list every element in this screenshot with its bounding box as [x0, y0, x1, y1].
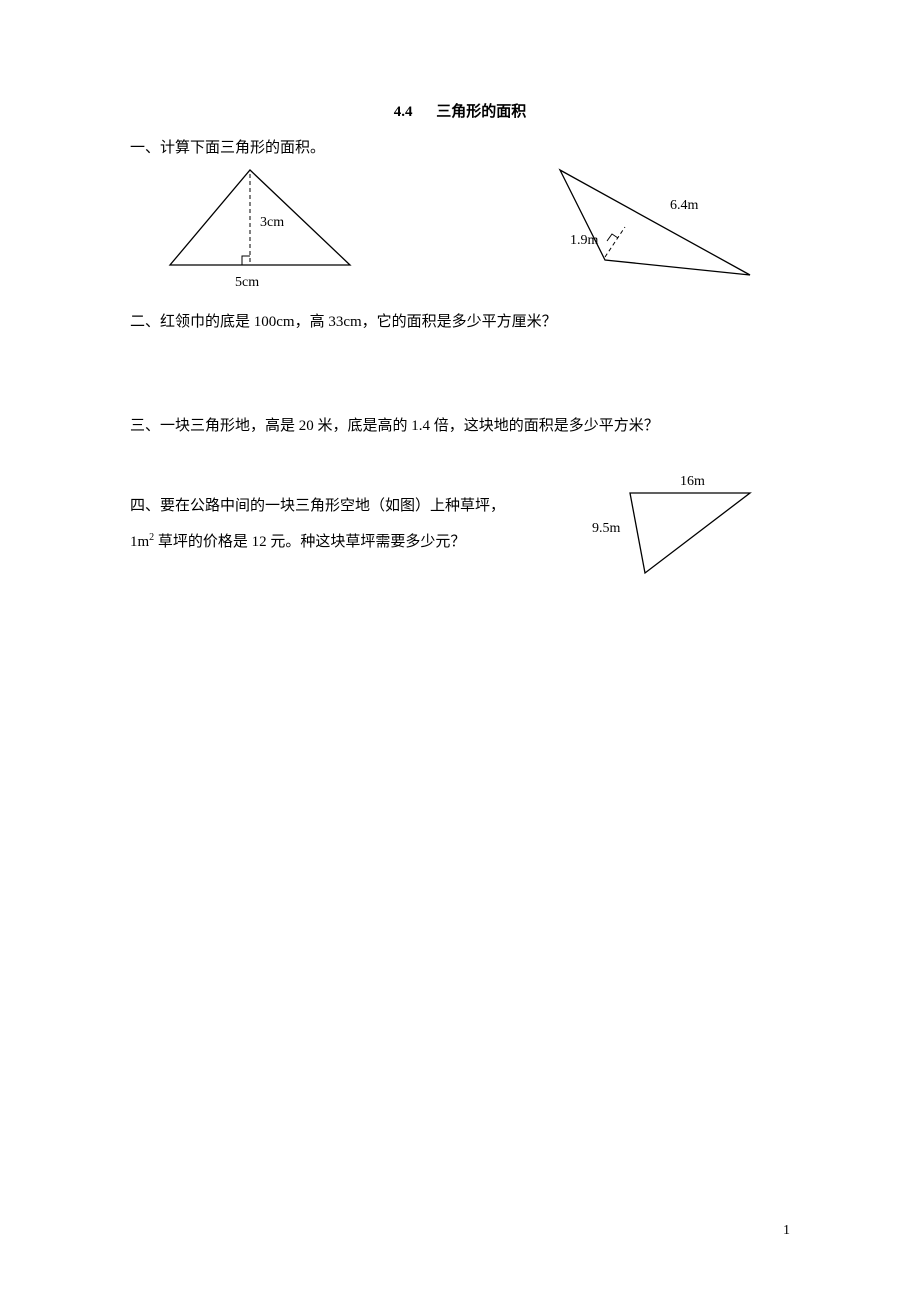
triangle-1: 3cm 5cm [160, 160, 360, 298]
question-1-text: 一、计算下面三角形的面积。 [130, 136, 325, 160]
question-4-unit: 1m [130, 534, 149, 550]
triangle-2-side-label: 6.4m [670, 195, 698, 217]
worksheet-page: 4.4 三角形的面积 一、计算下面三角形的面积。 3cm 5cm 6.4m 1.… [0, 0, 920, 1302]
question-1: 一、计算下面三角形的面积。 [130, 136, 790, 160]
section-number: 4.4 [394, 104, 413, 120]
triangle-2: 6.4m 1.9m [550, 165, 760, 293]
triangle-2-height-label: 1.9m [570, 230, 598, 252]
triangle-3: 16m 9.5m [600, 473, 760, 591]
triangle-3-top-label: 16m [680, 471, 705, 493]
question-3-text: 三、一块三角形地，高是 20 米，底是高的 1.4 倍，这块地的面积是多少平方米… [130, 418, 659, 434]
section-title: 三角形的面积 [436, 104, 526, 120]
page-title: 4.4 三角形的面积 [130, 100, 790, 124]
triangle-1-base-label: 5cm [235, 272, 259, 294]
question-4: 四、要在公路中间的一块三角形空地（如图）上种草坪， 1m2 草坪的价格是 12 … [130, 488, 790, 560]
q1-diagrams: 3cm 5cm 6.4m 1.9m [130, 160, 790, 300]
triangle-1-height-label: 3cm [260, 212, 284, 234]
triangle-2-svg [550, 165, 760, 285]
question-4-line2: 草坪的价格是 12 元。种这块草坪需要多少元？ [158, 534, 466, 550]
question-4-line1: 四、要在公路中间的一块三角形空地（如图）上种草坪， [130, 498, 505, 514]
question-2-text: 二、红领巾的底是 100cm，高 33cm，它的面积是多少平方厘米？ [130, 314, 557, 330]
question-4-text: 四、要在公路中间的一块三角形空地（如图）上种草坪， 1m2 草坪的价格是 12 … [130, 488, 580, 560]
triangle-3-left-label: 9.5m [592, 518, 620, 540]
question-3: 三、一块三角形地，高是 20 米，底是高的 1.4 倍，这块地的面积是多少平方米… [130, 414, 790, 438]
page-number: 1 [783, 1220, 790, 1242]
question-2: 二、红领巾的底是 100cm，高 33cm，它的面积是多少平方厘米？ [130, 310, 790, 334]
question-4-sup: 2 [149, 532, 154, 543]
